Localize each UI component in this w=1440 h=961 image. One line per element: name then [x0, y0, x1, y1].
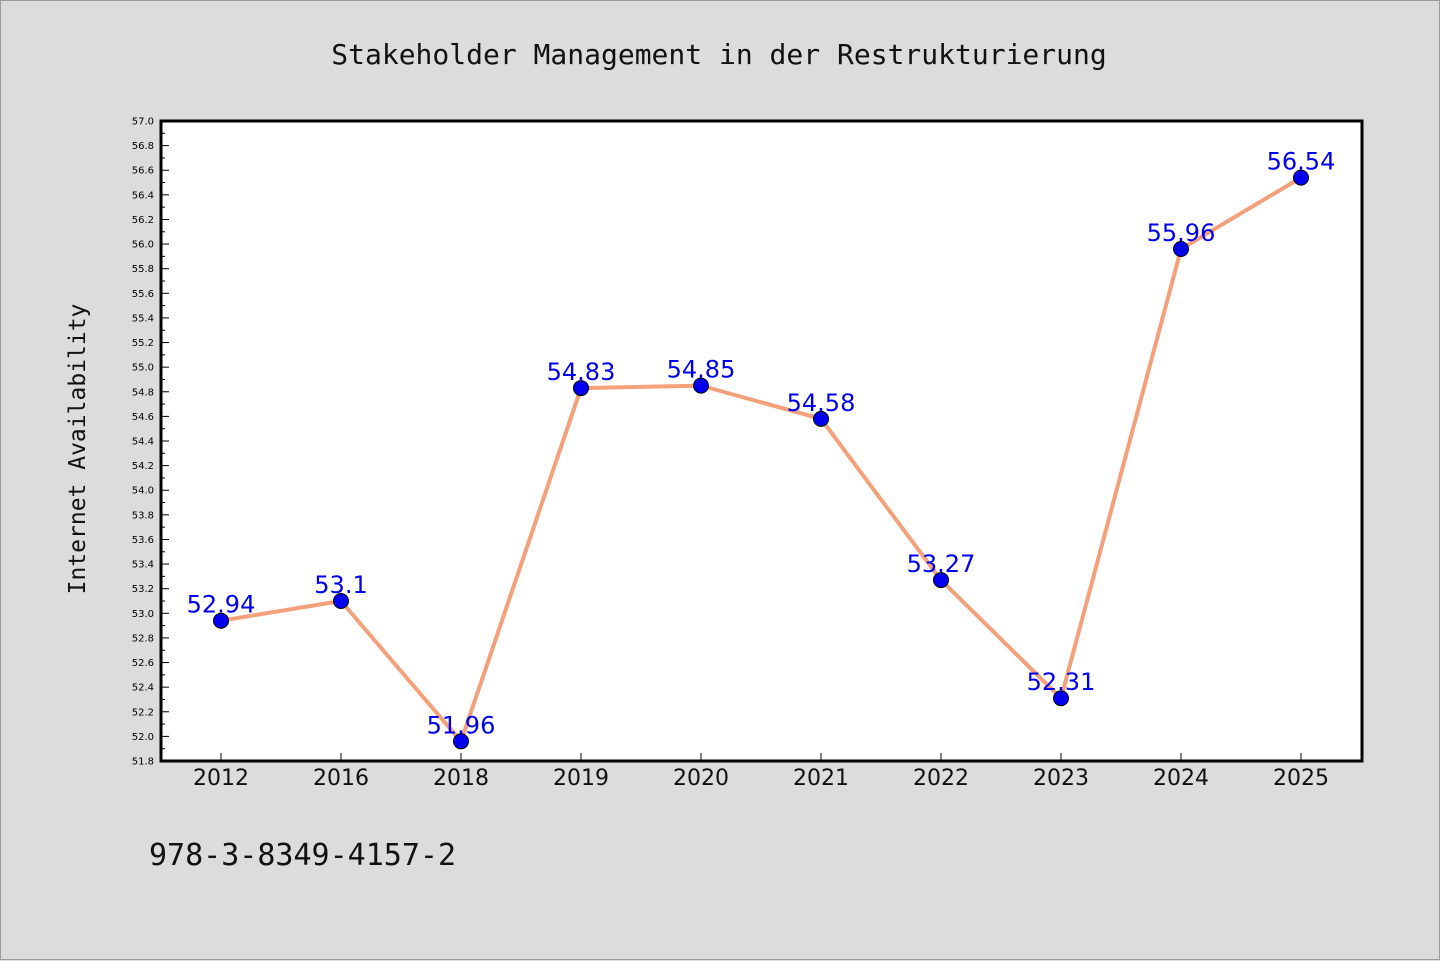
y-axis-ticks: 51.8 52.0 52.2 52.4 52.6 52.8 53.0 53.2 53.4 53.6…: [132, 117, 169, 768]
y-tick-label: 56.8: [132, 141, 154, 152]
y-tick-label: 55.2: [132, 338, 154, 349]
y-tick-label: 52.2: [132, 707, 154, 718]
data-label: 54.85: [667, 356, 736, 384]
y-tick-label: 53.6: [132, 535, 154, 546]
data-labels: 52.94 53.1 51.96 54.83 54.85 54.58 53.27 52.31 5…: [187, 148, 1336, 740]
chart-title: Stakeholder Management in der Restruktur…: [331, 38, 1106, 71]
data-point: [933, 572, 949, 589]
y-tick-label: 55.0: [132, 363, 154, 374]
data-point: [213, 612, 229, 629]
y-tick-label: 54.0: [132, 486, 154, 497]
data-label: 56.54: [1267, 148, 1336, 176]
data-point: [1173, 241, 1189, 257]
y-tick-label: 56.4: [132, 190, 154, 201]
y-tick-label: 54.4: [132, 437, 154, 448]
y-tick-label: 54.6: [132, 412, 154, 423]
y-tick-label: 54.8: [132, 387, 154, 398]
data-point: [693, 377, 709, 394]
data-point: [1053, 690, 1069, 707]
x-tick-label: 2022: [913, 766, 969, 791]
y-tick-label: 52.0: [132, 732, 154, 743]
y-tick-label: 51.8: [132, 757, 154, 768]
series-line: [220, 175, 1303, 744]
x-tick-label: 2019: [553, 766, 609, 791]
data-label: 53.1: [314, 571, 367, 599]
data-point: [453, 733, 469, 750]
y-axis-label: Internet Availability: [65, 304, 91, 595]
data-point: [1293, 169, 1309, 186]
x-tick-label: 2016: [313, 766, 369, 791]
y-tick-label: 52.8: [132, 633, 154, 644]
y-tick-label: 56.0: [132, 240, 154, 251]
y-tick-label: 53.4: [132, 560, 154, 571]
data-markers: [213, 169, 1309, 750]
data-point: [333, 593, 349, 609]
y-tick-label: 56.2: [132, 215, 154, 226]
data-label: 54.58: [787, 389, 856, 417]
y-tick-label: 55.8: [132, 264, 154, 275]
y-tick-label: 56.6: [132, 166, 154, 177]
y-tick-label: 52.6: [132, 658, 154, 669]
data-label: 52.31: [1027, 668, 1096, 696]
x-axis-ticks: 2012 2016 2018 2019 2020 2021 2022 2023 2024 2025: [193, 753, 1329, 791]
y-tick-label: 57.0: [132, 117, 154, 128]
data-label: 53.27: [907, 550, 976, 578]
data-label: 51.96: [427, 711, 496, 739]
data-point: [813, 410, 829, 427]
y-tick-label: 54.2: [132, 461, 154, 472]
data-label: 55.96: [1147, 219, 1216, 247]
y-tick-label: 53.8: [132, 510, 154, 521]
x-tick-label: 2012: [193, 766, 249, 791]
x-tick-label: 2021: [793, 766, 849, 791]
y-tick-label: 55.4: [132, 313, 154, 324]
y-tick-label: 52.4: [132, 683, 154, 694]
plot-area: [159, 119, 1364, 763]
x-tick-label: 2020: [673, 766, 729, 791]
x-tick-label: 2024: [1153, 766, 1209, 791]
x-tick-label: 2025: [1273, 766, 1329, 791]
x-tick-label: 2023: [1033, 766, 1089, 791]
y-tick-label: 55.6: [132, 289, 154, 300]
y-tick-label: 53.0: [132, 609, 154, 620]
data-point: [573, 380, 589, 397]
data-label: 52.94: [187, 591, 256, 619]
x-tick-label: 2018: [433, 766, 489, 791]
isbn-text: 978-3-8349-4157-2: [149, 838, 456, 873]
data-label: 54.83: [547, 358, 616, 386]
y-tick-label: 53.2: [132, 584, 154, 595]
